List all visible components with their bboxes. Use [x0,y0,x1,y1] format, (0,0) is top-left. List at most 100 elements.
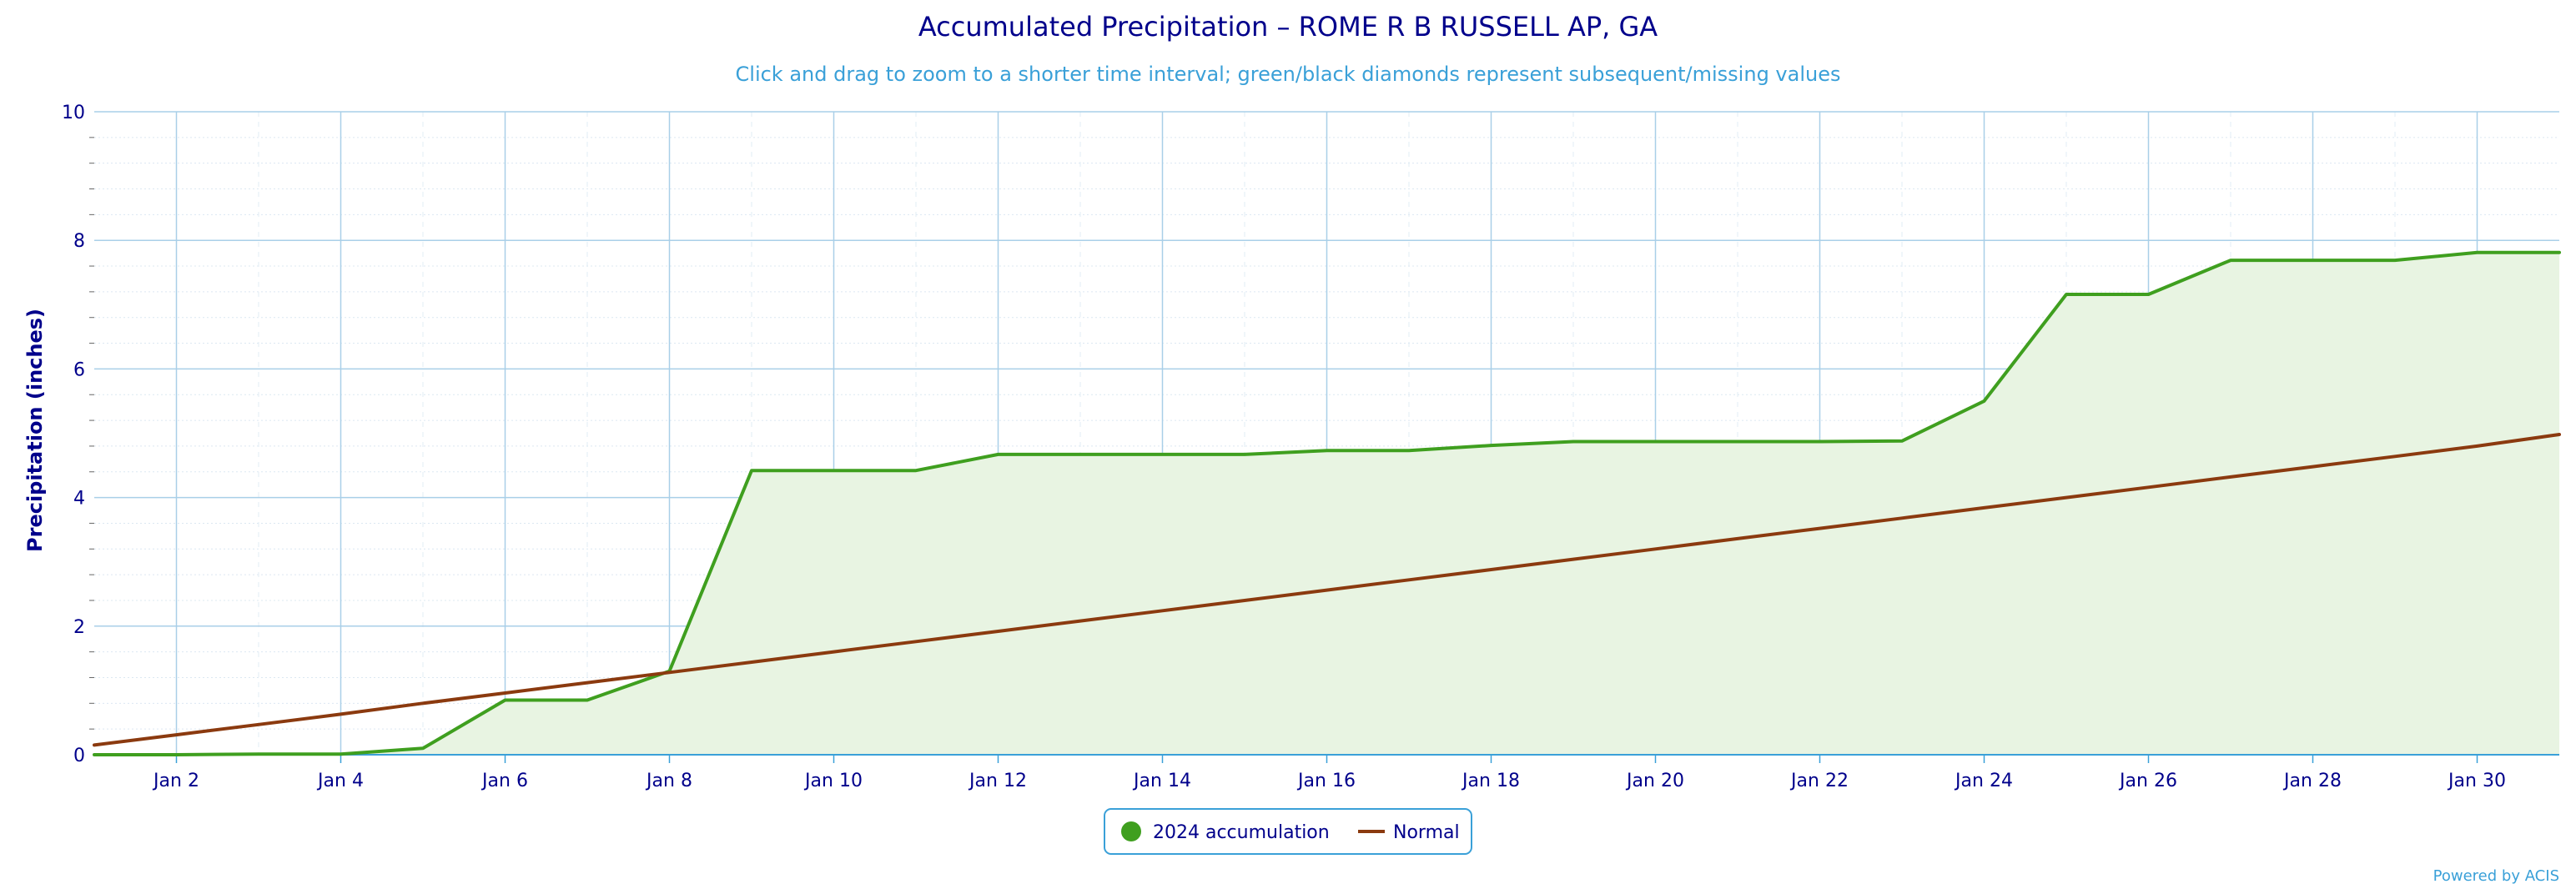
accumulation-data-point[interactable] [1078,452,1083,457]
y-tick-label: 6 [73,359,85,380]
legend-item-normal[interactable]: Normal [1358,822,1460,843]
accumulation-data-point[interactable] [749,468,754,473]
normal-data-point[interactable] [913,639,918,644]
accumulation-data-point[interactable] [1242,452,1247,457]
legend-marker-accumulation [1121,821,1141,841]
accumulation-data-point[interactable] [2557,250,2562,255]
normal-data-point[interactable] [749,660,754,665]
accumulation-data-point[interactable] [174,752,179,757]
x-tick-label: Jan 4 [316,771,364,791]
accumulation-data-point[interactable] [2475,250,2480,255]
normal-data-point[interactable] [2557,432,2562,437]
x-tick-label: Jan 8 [645,771,692,791]
y-tick-label: 8 [73,231,85,252]
legend-item-accumulation[interactable]: 2024 accumulation [1121,821,1330,843]
accumulation-data-point[interactable] [1406,448,1411,453]
legend-label-normal: Normal [1393,822,1460,843]
normal-data-point[interactable] [1982,505,1987,510]
tick-labels: 0 2 4 6 8 10 Jan 2 Jan 4 Jan 6 Jan 8 Jan 10 Jan 12 J… [62,103,2506,791]
accumulation-data-point[interactable] [585,697,590,702]
normal-data-point[interactable] [585,681,590,686]
x-tick-label: Jan 30 [2447,771,2506,791]
accumulation-data-point[interactable] [420,746,425,751]
normal-data-point[interactable] [2146,485,2151,490]
series-lines[interactable] [92,250,2562,757]
accumulation-data-point[interactable] [339,751,344,756]
accumulation-data-point[interactable] [2392,258,2397,263]
powered-by-credit[interactable]: Powered by ACIS [2433,867,2559,885]
accumulation-data-point[interactable] [996,452,1001,457]
normal-data-point[interactable] [1325,588,1330,593]
normal-data-point[interactable] [256,722,261,727]
accumulation-data-point[interactable] [503,697,508,702]
accumulation-data-point[interactable] [1160,452,1165,457]
normal-data-point[interactable] [2228,475,2233,480]
accumulation-data-point[interactable] [1982,399,1987,404]
accumulation-data-point[interactable] [1325,448,1330,453]
accumulation-area-fill [94,252,2559,755]
legend-label-accumulation: 2024 accumulation [1153,822,1330,843]
accumulation-data-point[interactable] [1735,439,1740,444]
normal-data-point[interactable] [1735,536,1740,541]
x-tick-label: Jan 26 [2118,771,2177,791]
accumulation-data-point[interactable] [1571,439,1576,444]
accumulation-data-point[interactable] [1489,443,1494,448]
normal-data-point[interactable] [174,732,179,737]
accumulation-data-point[interactable] [256,751,261,756]
x-tick-label: Jan 18 [1461,771,1520,791]
accumulation-data-point[interactable] [2146,292,2151,297]
normal-data-point[interactable] [420,701,425,706]
legend[interactable]: 2024 accumulation Normal [1104,808,1472,855]
x-tick-label: Jan 2 [152,771,199,791]
y-tick-label: 10 [62,103,85,123]
normal-data-point[interactable] [1160,608,1165,613]
chart-subtitle: Click and drag to zoom to a shorter time… [736,63,1841,86]
normal-data-point[interactable] [2392,454,2397,459]
accumulation-data-point[interactable] [92,752,97,757]
accumulation-data-point[interactable] [2311,258,2316,263]
legend-box [1104,808,1472,855]
plot-area[interactable] [94,252,2559,755]
normal-data-point[interactable] [1653,546,1658,551]
normal-data-point[interactable] [2064,495,2069,500]
normal-data-point[interactable] [2311,465,2316,470]
axes [94,754,2559,763]
normal-data-point[interactable] [1078,619,1083,624]
normal-data-point[interactable] [1489,567,1494,572]
normal-data-point[interactable] [339,711,344,716]
accumulation-data-point[interactable] [2064,292,2069,297]
x-tick-label: Jan 28 [2282,771,2342,791]
x-tick-label: Jan 10 [803,771,863,791]
y-tick-label: 4 [73,489,85,510]
normal-data-point[interactable] [503,691,508,696]
normal-data-point[interactable] [92,742,97,747]
accumulation-data-point[interactable] [2228,258,2233,263]
y-tick-label: 0 [73,746,85,766]
x-tick-label: Jan 6 [480,771,528,791]
x-tick-label: Jan 20 [1625,771,1684,791]
accumulation-data-point[interactable] [913,468,918,473]
normal-series-line[interactable] [93,433,2561,747]
accumulation-data-point[interactable] [1899,439,1904,444]
normal-data-point[interactable] [1571,557,1576,562]
x-tick-label: Jan 22 [1789,771,1849,791]
accumulation-data-point[interactable] [1653,439,1658,444]
x-tick-label: Jan 24 [1954,771,2013,791]
accumulation-data-point[interactable] [1818,439,1823,444]
accumulation-series-line[interactable] [93,250,2561,756]
y-axis-label: Precipitation (inches) [23,309,47,552]
accumulation-data-point[interactable] [832,468,837,473]
normal-data-point[interactable] [1242,598,1247,603]
normal-data-point[interactable] [996,629,1001,634]
y-tick-label: 2 [73,617,85,638]
normal-data-point[interactable] [1818,526,1823,531]
normal-data-point[interactable] [2475,444,2480,449]
normal-data-point[interactable] [832,650,837,655]
x-tick-label: Jan 16 [1296,771,1356,791]
x-tick-label: Jan 12 [968,771,1027,791]
normal-data-point[interactable] [667,670,672,675]
normal-data-point[interactable] [1899,515,1904,520]
normal-data-point[interactable] [1406,577,1411,582]
chart-title: Accumulated Precipitation – ROME R B RUS… [918,11,1658,43]
